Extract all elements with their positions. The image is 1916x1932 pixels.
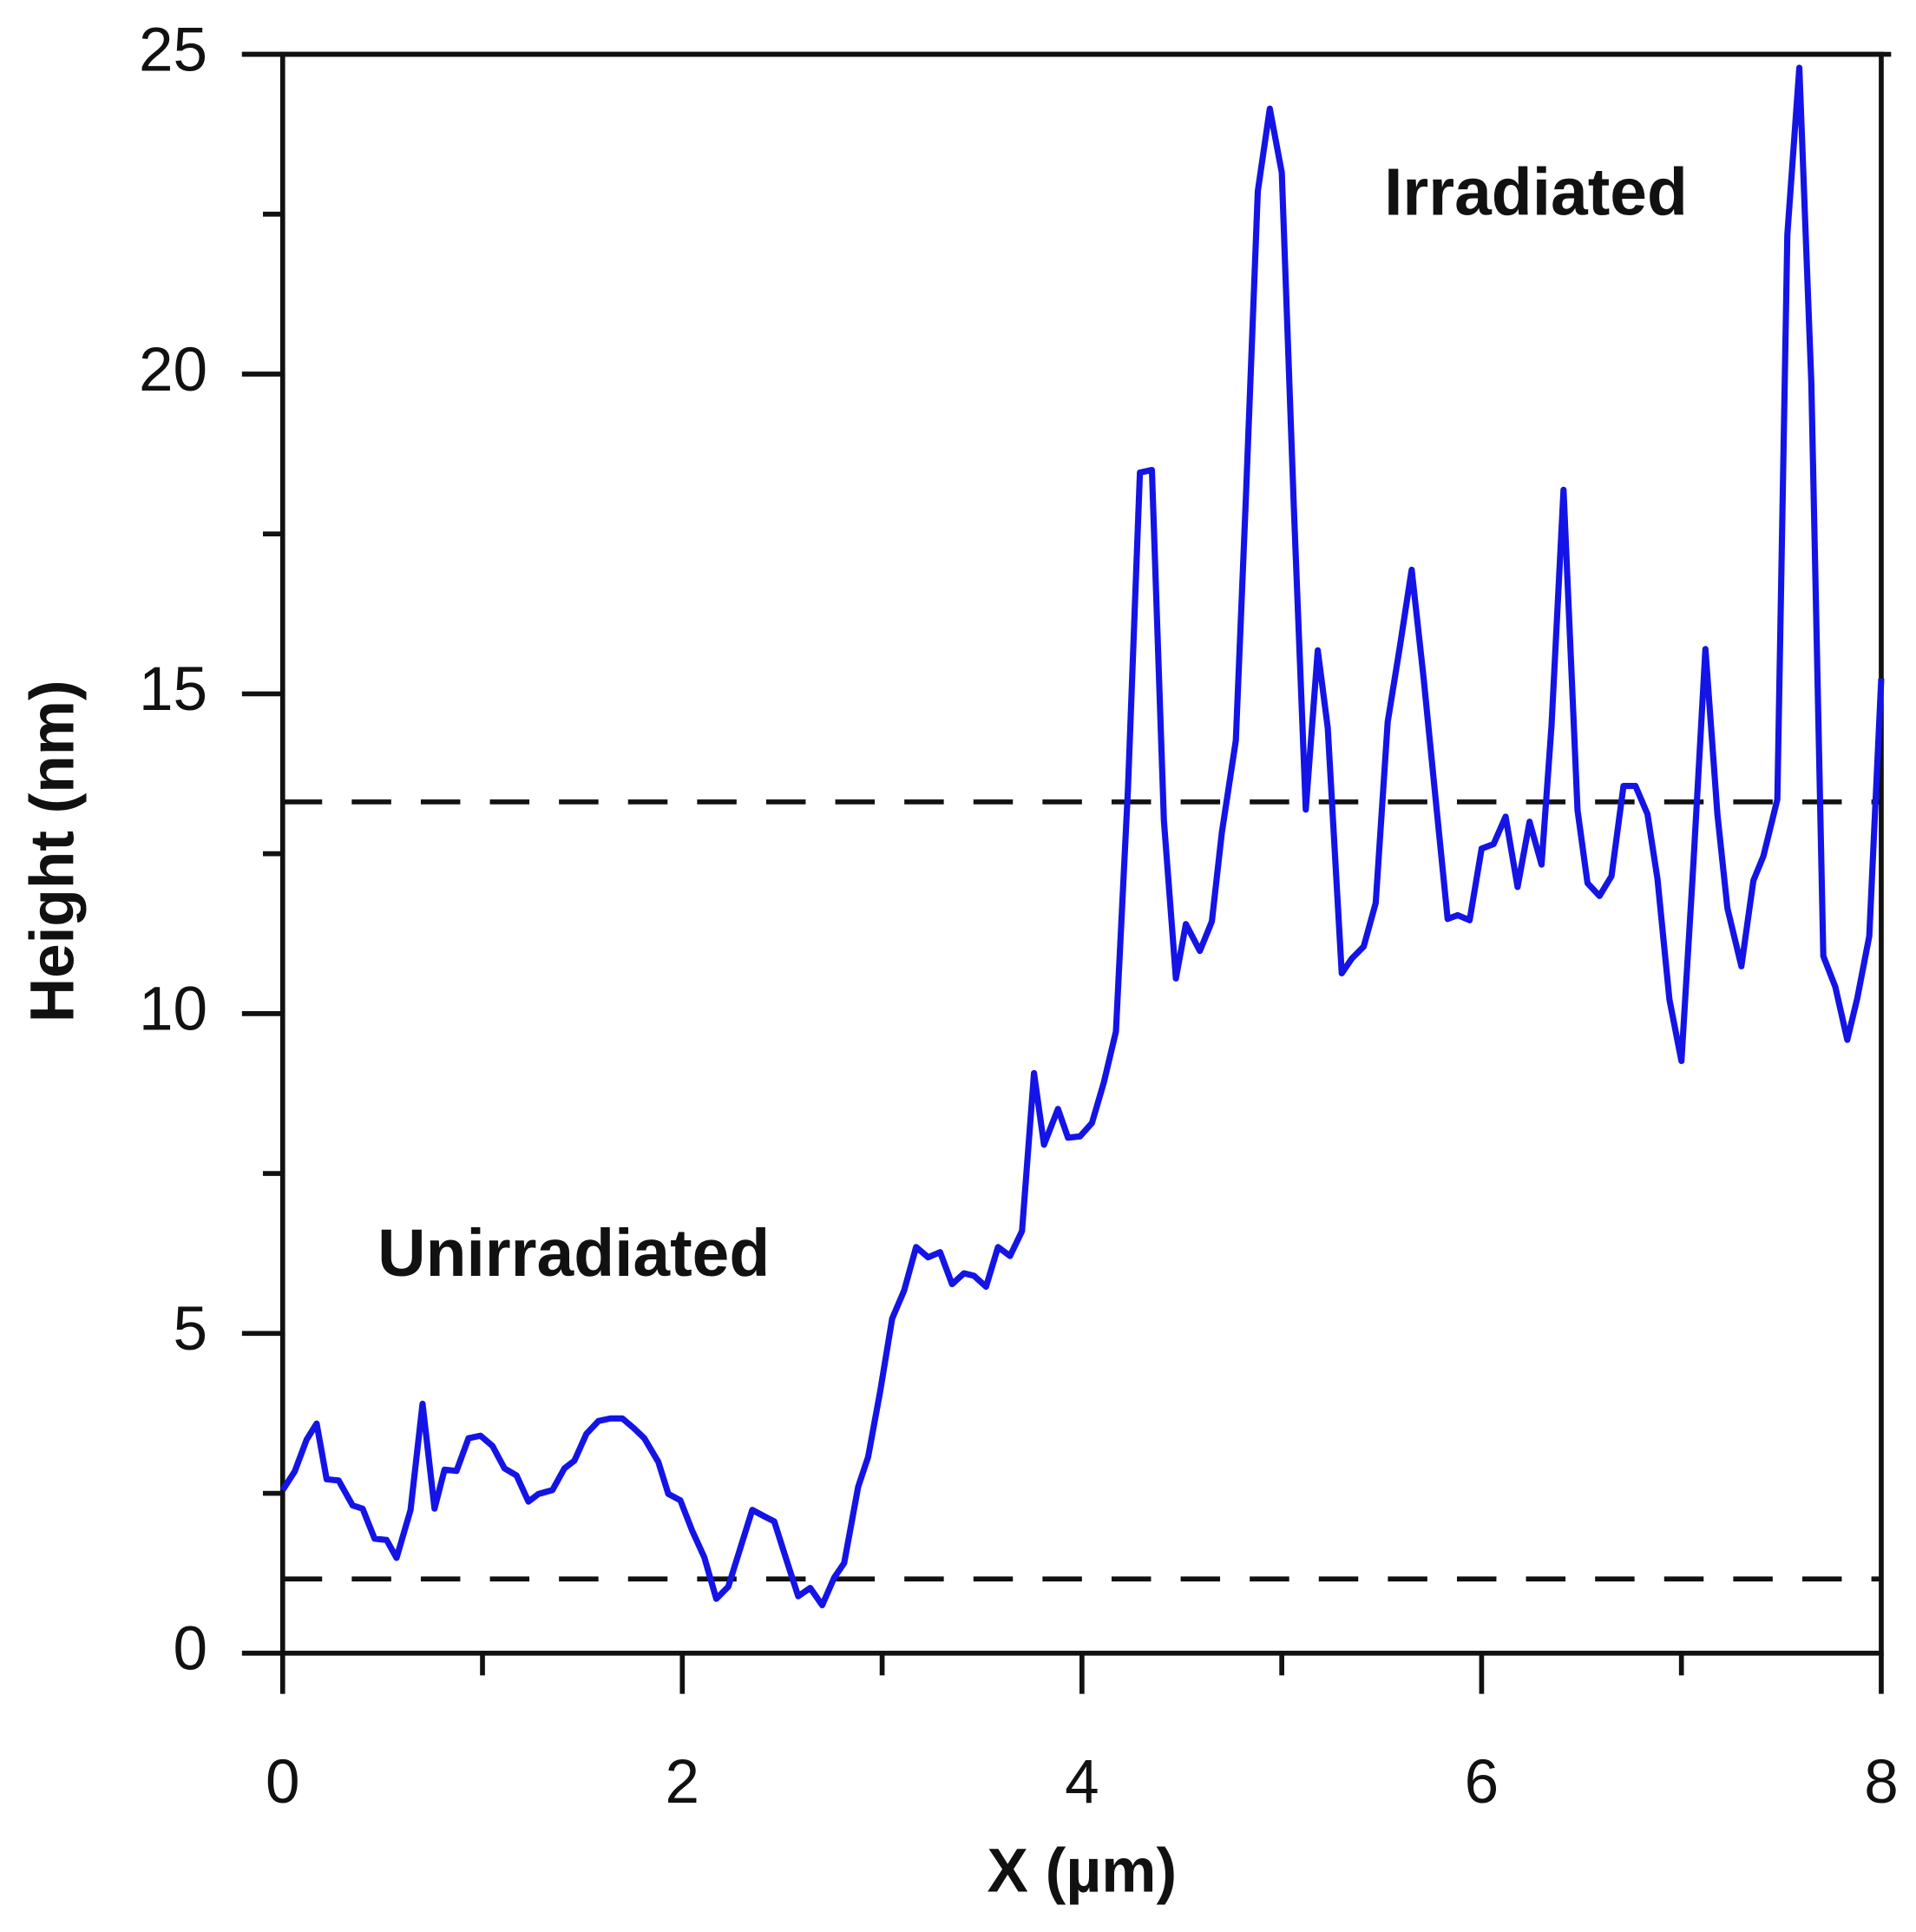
y-tick-label: 15: [139, 655, 207, 724]
plot-frame: [279, 51, 1884, 1656]
annotation: Irradiated: [1384, 156, 1688, 230]
x-tick-label: 2: [666, 1748, 700, 1817]
y-tick-label: 25: [139, 16, 207, 84]
y-tick-label: 20: [139, 336, 207, 404]
data-line: [279, 64, 1885, 1609]
annotation: Unirradiated: [377, 1217, 770, 1291]
y-tick-label: 5: [174, 1295, 208, 1364]
x-tick-label: 4: [1065, 1748, 1099, 1817]
x-tick-label: 8: [1864, 1748, 1899, 1817]
y-tick-label: 10: [139, 976, 207, 1044]
x-tick-label: 0: [266, 1748, 300, 1817]
x-axis-label: X (µm): [988, 1837, 1178, 1905]
y-axis-label: Height (nm): [18, 680, 87, 1022]
y-tick-label: 0: [174, 1615, 208, 1684]
x-tick-label: 6: [1465, 1748, 1499, 1817]
